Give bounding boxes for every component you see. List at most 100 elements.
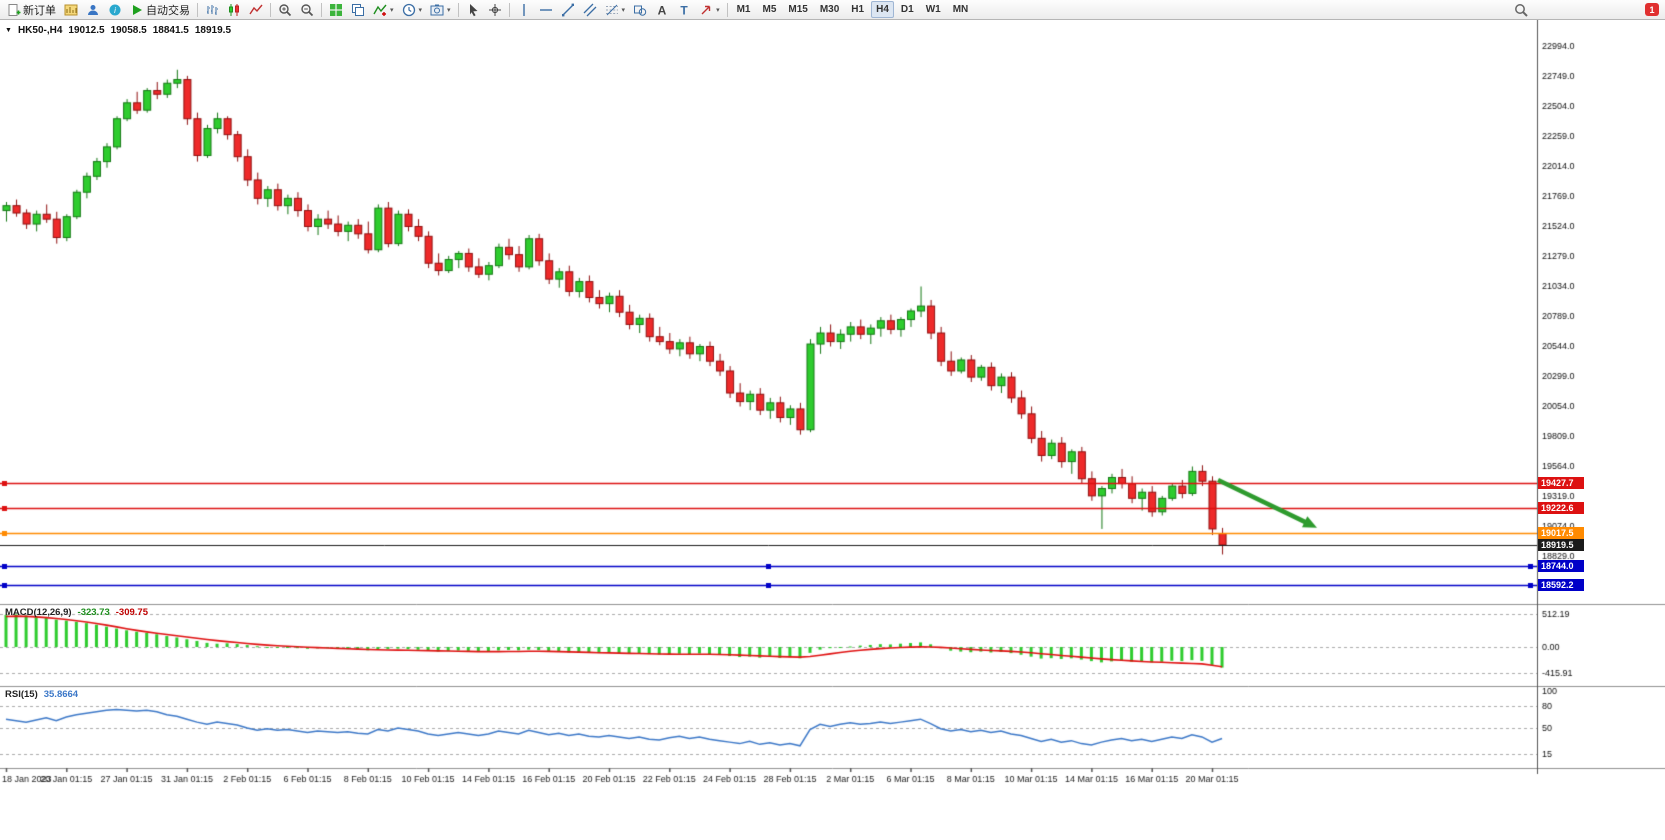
timeframe-m1[interactable]: M1 — [732, 1, 756, 18]
timeframe-d1[interactable]: D1 — [896, 1, 919, 18]
new-order-button-icon — [7, 3, 21, 17]
tile-windows-icon — [329, 3, 343, 17]
channel-icon — [583, 3, 597, 17]
bid-line-tag[interactable]: 18919.5 — [1538, 538, 1584, 551]
cursor-icon — [466, 3, 480, 17]
candlestick-chart-icon — [227, 3, 241, 17]
indicators-icon[interactable]: ▾ — [370, 1, 397, 18]
search-icon[interactable] — [1511, 1, 1531, 18]
templates-icon — [430, 3, 444, 17]
candlestick-chart-icon[interactable] — [224, 1, 244, 18]
shapes-icon[interactable] — [630, 1, 650, 18]
timeframe-w1[interactable]: W1 — [921, 1, 946, 18]
bar-chart-icon[interactable] — [202, 1, 222, 18]
new-order-button[interactable]: 新订单 — [4, 1, 59, 18]
shapes-icon — [633, 3, 647, 17]
support-line-2-tag[interactable]: 18592.2 — [1538, 578, 1584, 591]
label-icon[interactable]: T — [674, 1, 694, 18]
toolbar-separator — [726, 2, 728, 17]
vertical-line-icon[interactable] — [514, 1, 534, 18]
resistance-line-2-tag[interactable]: 19222.6 — [1538, 501, 1584, 514]
crosshair-icon[interactable] — [485, 1, 505, 18]
channel-icon[interactable] — [580, 1, 600, 18]
trendline-icon — [561, 3, 575, 17]
chevron-down-icon: ▾ — [621, 6, 626, 14]
autotrading-button-icon — [130, 3, 144, 17]
timeframe-m15[interactable]: M15 — [783, 1, 812, 18]
search-icon — [1514, 3, 1528, 17]
timeframe-mn[interactable]: MN — [948, 1, 974, 18]
rsi-value: 35.8664 — [43, 689, 79, 700]
svg-text:A: A — [658, 3, 667, 17]
chart-collapse-icon[interactable]: ▼ — [5, 27, 12, 34]
vertical-line-icon — [517, 3, 531, 17]
community-icon: i — [108, 3, 122, 17]
ohlc-high: 19058.5 — [110, 25, 147, 36]
chart-title: ▼ HK50-,H4 19012.5 19058.5 18841.5 18919… — [5, 25, 231, 36]
charts-icon[interactable] — [61, 1, 81, 18]
fibonacci-icon[interactable]: ▾ — [602, 1, 629, 18]
text-icon: A — [655, 3, 669, 17]
chart-symbol-period: HK50-,H4 — [17, 25, 63, 36]
cursor-icon[interactable] — [463, 1, 483, 18]
charts-icon — [64, 3, 78, 17]
timeframe-mn-label: MN — [952, 4, 969, 15]
new-order-button-label: 新订单 — [23, 4, 56, 17]
timeframe-m30-label: M30 — [819, 4, 840, 15]
macd-label: MACD(12,26,9) -323.73 -309.75 — [5, 607, 148, 618]
line-chart-icon[interactable] — [246, 1, 266, 18]
chart-canvas[interactable] — [0, 20, 1665, 840]
tile-windows-icon[interactable] — [326, 1, 346, 18]
ohlc-open: 19012.5 — [68, 25, 105, 36]
timeframe-m30[interactable]: M30 — [815, 1, 844, 18]
zoom-in-icon[interactable] — [275, 1, 295, 18]
indicators-icon — [373, 3, 387, 17]
support-line-1-tag[interactable]: 18744.0 — [1538, 560, 1584, 573]
profile-icon[interactable] — [83, 1, 103, 18]
chevron-down-icon: ▾ — [716, 6, 720, 14]
auto-arrange-icon[interactable] — [348, 1, 368, 18]
resistance-line-1-tag[interactable]: 19427.7 — [1538, 476, 1584, 489]
pivot-line-tag[interactable]: 19017.5 — [1538, 526, 1584, 539]
line-chart-icon — [249, 3, 263, 17]
arrows-icon — [699, 3, 713, 17]
zoom-out-icon — [300, 3, 314, 17]
horizontal-line-icon[interactable] — [536, 1, 556, 18]
toolbar-separator — [508, 2, 510, 17]
toolbar: 新订单 i 自动交易 ▾ ▾ ▾ ▾ A T ▾ M1 M5 M15 M30 H1 H4 D1 W1 MN 1 — [0, 0, 1665, 20]
trendline-icon[interactable] — [558, 1, 578, 18]
zoom-in-icon — [278, 3, 292, 17]
timeframe-m1-label: M1 — [736, 4, 751, 15]
timeframe-h4[interactable]: H4 — [871, 1, 894, 18]
toolbar-separator — [270, 2, 271, 17]
templates-icon[interactable]: ▾ — [427, 1, 454, 18]
toolbar-separator — [197, 2, 198, 17]
zoom-out-icon[interactable] — [297, 1, 317, 18]
auto-arrange-icon — [351, 3, 365, 17]
timeframe-h4-label: H4 — [876, 4, 889, 15]
community-icon[interactable]: i — [105, 1, 125, 18]
periods-icon — [402, 3, 416, 17]
autotrading-button[interactable]: 自动交易 — [127, 1, 193, 18]
macd-name: MACD(12,26,9) — [5, 607, 72, 618]
chevron-down-icon: ▾ — [418, 6, 423, 14]
svg-text:i: i — [114, 6, 116, 15]
label-icon: T — [677, 3, 691, 17]
arrows-icon[interactable]: ▾ — [696, 1, 723, 18]
toolbar-separator — [321, 2, 322, 17]
notification-badge[interactable]: 1 — [1645, 3, 1659, 16]
text-icon[interactable]: A — [652, 1, 672, 18]
rsi-name: RSI(15) — [5, 689, 38, 700]
crosshair-icon — [488, 3, 502, 17]
timeframe-h1[interactable]: H1 — [846, 1, 869, 18]
timeframe-m5[interactable]: M5 — [757, 1, 781, 18]
profile-icon — [86, 3, 100, 17]
ohlc-close: 18919.5 — [194, 25, 232, 36]
timeframe-m5-label: M5 — [762, 4, 777, 15]
timeframe-m15-label: M15 — [788, 4, 808, 15]
timeframe-h1-label: H1 — [851, 4, 865, 15]
macd-main-value: -323.73 — [77, 607, 110, 618]
periods-icon[interactable]: ▾ — [399, 1, 426, 18]
bar-chart-icon — [205, 3, 219, 17]
